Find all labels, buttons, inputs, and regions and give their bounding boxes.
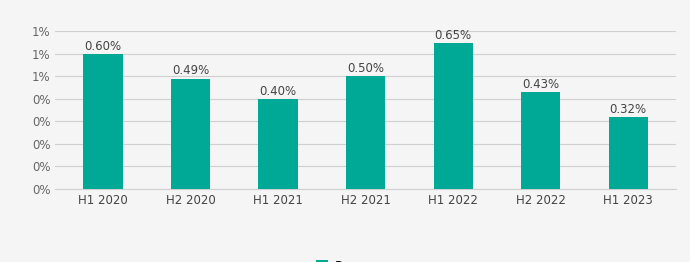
Bar xyxy=(521,92,560,189)
Bar xyxy=(346,76,386,189)
Bar xyxy=(171,79,210,189)
Legend: Ransomware: Ransomware xyxy=(310,255,421,262)
Text: 0.60%: 0.60% xyxy=(85,40,121,53)
Text: 0.49%: 0.49% xyxy=(172,64,209,78)
Bar xyxy=(433,43,473,189)
Text: 0.43%: 0.43% xyxy=(522,78,560,91)
Text: 0.32%: 0.32% xyxy=(610,103,647,116)
Text: 0.50%: 0.50% xyxy=(347,62,384,75)
Bar xyxy=(259,99,298,189)
Text: 0.40%: 0.40% xyxy=(259,85,297,98)
Bar xyxy=(83,54,123,189)
Bar xyxy=(609,117,648,189)
Text: 0.65%: 0.65% xyxy=(435,29,472,42)
